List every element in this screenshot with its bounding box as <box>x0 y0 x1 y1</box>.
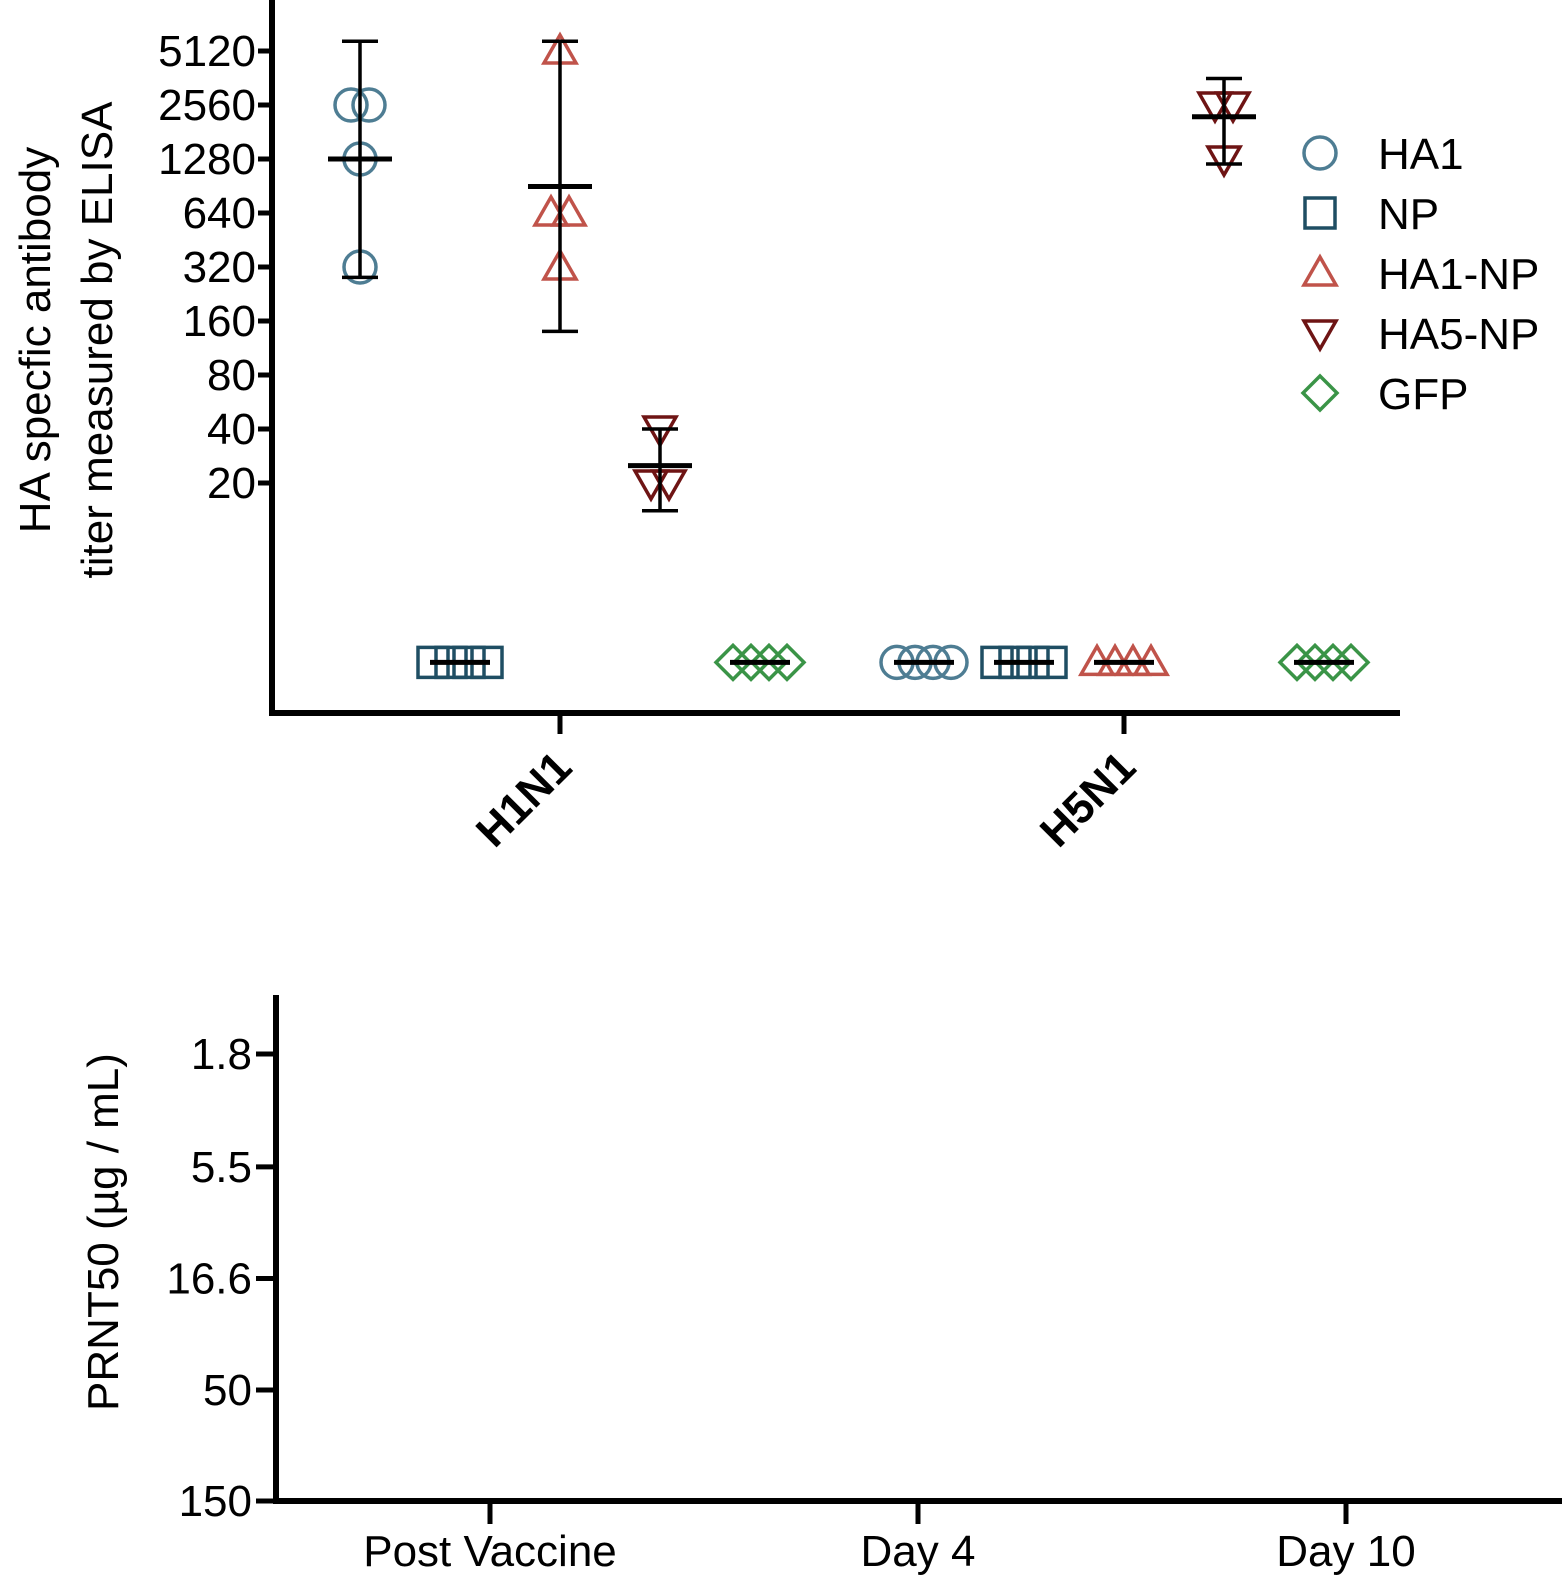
prnt50-chart: PRNT50 (µg / mL) 1.8 5.5 16.6 50 150 Post Va… <box>79 995 1562 1576</box>
x-tick-label-h5n1: H5N1 <box>1031 742 1145 856</box>
y-tick-label-320: 320 <box>183 243 256 292</box>
point-gfp-h5n1-0 <box>1277 642 1317 682</box>
y-axis-title-line2: titer measured by ELISA <box>73 101 122 579</box>
x-tick-label-h1n1: H1N1 <box>467 742 581 856</box>
point-ha1-h1n1-3 <box>351 87 387 123</box>
point-gfp-h1n1-1 <box>731 642 771 682</box>
x-ticks: Post Vaccine Day 4 Day 10 <box>363 1501 1416 1576</box>
group-ha5-np-h5n1 <box>1192 76 1256 179</box>
y-tick-label-5-5: 5.5 <box>191 1143 252 1192</box>
legend-label-np: NP <box>1378 190 1439 239</box>
elisa-titer-chart: HA specfic antibody titer measured by EL… <box>11 0 1539 857</box>
y-tick-label-16-6: 16.6 <box>166 1255 252 1304</box>
point-gfp-h1n1-2 <box>749 642 789 682</box>
x-tick-label-day-10: Day 10 <box>1276 1527 1415 1576</box>
legend-marker-gfp <box>1300 373 1340 413</box>
y-tick-label-640: 640 <box>183 189 256 238</box>
group-ha1-h5n1 <box>879 644 969 681</box>
y-tick-label-150: 150 <box>179 1477 252 1526</box>
x-ticks: H1N1 H5N1 <box>467 713 1145 857</box>
y-tick-label-80: 80 <box>207 351 256 400</box>
y-tick-label-160: 160 <box>183 297 256 346</box>
y-tick-label-1280: 1280 <box>158 135 256 184</box>
group-ha1-h1n1 <box>328 39 392 285</box>
group-gfp-h5n1 <box>1277 642 1371 682</box>
group-gfp-h1n1 <box>713 642 807 682</box>
y-tick-label-2560: 2560 <box>158 81 256 130</box>
y-ticks: 20 40 80 160 320 640 1280 2560 5120 <box>158 27 272 508</box>
legend-label-ha1-np: HA1-NP <box>1378 250 1539 299</box>
y-tick-label-50: 50 <box>203 1366 252 1415</box>
legend-marker-ha1-np <box>1300 253 1340 287</box>
y-tick-label-1-8: 1.8 <box>191 1030 252 1079</box>
group-ha5-np-h1n1 <box>628 415 692 513</box>
legend-label-gfp: GFP <box>1378 370 1468 419</box>
point-gfp-h1n1-3 <box>767 642 807 682</box>
legend-marker-ha1 <box>1302 135 1338 171</box>
y-tick-label-5120: 5120 <box>158 27 256 76</box>
point-gfp-h5n1-1 <box>1295 642 1335 682</box>
x-tick-label-post-vaccine: Post Vaccine <box>363 1527 617 1576</box>
y-axis-title: PRNT50 (µg / mL) <box>79 1053 128 1411</box>
point-ha5-np-h1n1-2 <box>640 415 680 449</box>
legend-marker-np <box>1303 196 1337 230</box>
group-ha1-np-h5n1 <box>1077 642 1171 677</box>
legend-label-ha5-np: HA5-NP <box>1378 310 1539 359</box>
legend-label-ha1: HA1 <box>1378 130 1464 179</box>
group-ha1-np-h1n1 <box>528 31 592 334</box>
y-axis-title-line1: HA specfic antibody <box>11 147 60 533</box>
data-marks <box>328 31 1371 682</box>
point-gfp-h5n1-2 <box>1313 642 1353 682</box>
group-np-h1n1 <box>416 645 504 680</box>
y-tick-label-40: 40 <box>207 405 256 454</box>
group-np-h5n1 <box>980 645 1068 680</box>
legend: HA1 NP HA1-NP HA5-NP GFP <box>1300 130 1539 419</box>
legend-marker-ha5-np <box>1300 319 1340 353</box>
point-gfp-h1n1-0 <box>713 642 753 682</box>
y-ticks: 1.8 5.5 16.6 50 150 <box>166 1030 276 1526</box>
y-tick-label-20: 20 <box>207 459 256 508</box>
x-tick-label-day-4: Day 4 <box>861 1527 976 1576</box>
point-gfp-h5n1-3 <box>1331 642 1371 682</box>
point-ha1-h1n1-2 <box>333 87 369 123</box>
